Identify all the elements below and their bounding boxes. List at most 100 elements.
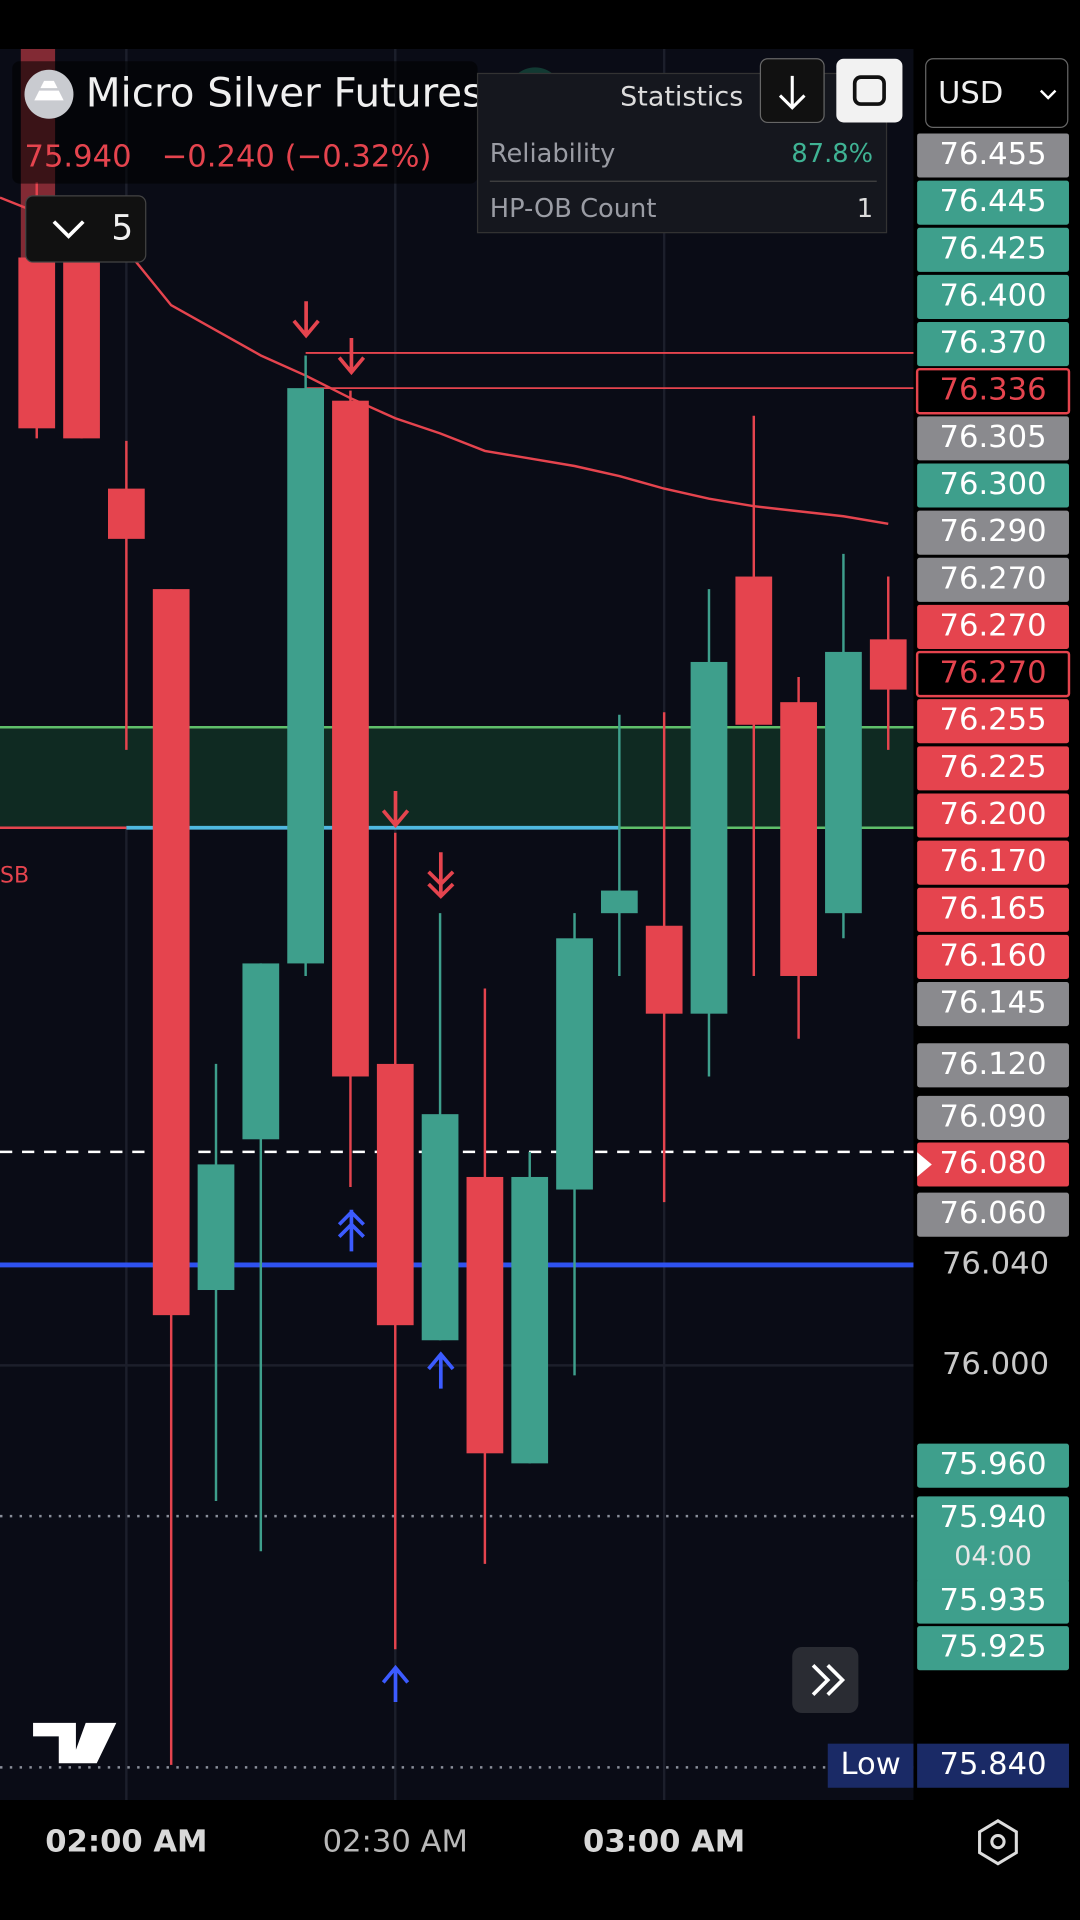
price-tag: 76.225: [940, 750, 1047, 785]
price-tag: 75.940: [940, 1500, 1047, 1535]
last-price: 75.940: [24, 139, 131, 174]
scroll-icon: [811, 1664, 846, 1696]
statistics-title[interactable]: Statistics: [620, 81, 743, 112]
price-tag: 76.445: [940, 184, 1047, 219]
candle-body: [556, 938, 593, 1190]
interval-count: 5: [111, 209, 133, 249]
sell-arrow: [292, 301, 320, 339]
candle-body: [690, 661, 728, 1014]
low-tag-bg: [917, 1743, 1069, 1788]
price-tag: 76.060: [940, 1196, 1047, 1231]
currency-select[interactable]: [925, 58, 1069, 128]
price-tag-bg: [917, 887, 1069, 932]
candle-body: [600, 890, 638, 914]
price-tag: 76.370: [940, 326, 1047, 361]
price-tag: 76.270: [940, 561, 1047, 596]
buy-arrow: [381, 1664, 410, 1703]
price-tag-bg: [917, 1142, 1069, 1187]
low-tag: 75.840: [940, 1747, 1047, 1782]
settings-icon: [990, 1833, 1006, 1850]
price-tag: 76.165: [940, 891, 1047, 926]
currency: USD: [938, 76, 1003, 111]
price-tag: 76.255: [940, 703, 1047, 738]
candle-body: [63, 249, 100, 439]
candle-body: [735, 576, 773, 725]
price-tag: 76.160: [940, 938, 1047, 973]
candle-body: [18, 257, 56, 429]
sell-arrow: [337, 337, 366, 376]
price-tag-bg: [917, 1496, 1069, 1583]
price-tag-time: 04:00: [954, 1541, 1032, 1572]
price-tag: 76.425: [940, 231, 1047, 266]
price-tags: 76.455 76.445 76.425 76.400 76.370 76.336 76.3…: [915, 133, 1071, 1671]
price-tag-bg: [917, 1443, 1069, 1488]
candle-body: [511, 1176, 549, 1464]
x-tick-label: 02:00 AM: [45, 1824, 207, 1859]
stat-label: Reliability: [490, 139, 616, 169]
price-tag-bg: [917, 510, 1069, 555]
fullscreen-icon: [852, 75, 886, 106]
chevron: [1039, 89, 1057, 100]
low-label: Low: [840, 1747, 900, 1782]
price-tag-bg: [917, 934, 1069, 979]
candle-body: [242, 963, 280, 1140]
candle-body: [466, 1176, 504, 1454]
fullscreen-button[interactable]: [836, 58, 903, 123]
price-tag-bg: [917, 1192, 1069, 1237]
interval-button[interactable]: [25, 195, 147, 263]
candle-body: [332, 400, 369, 1077]
candle-body: [825, 651, 862, 914]
price-tag: 76.290: [940, 514, 1047, 549]
zone: [0, 727, 914, 828]
candle-body: [197, 1164, 235, 1291]
current-price-marker: [917, 1152, 932, 1177]
price-tag-bg: [917, 463, 1069, 508]
price-tag: 76.305: [940, 420, 1047, 455]
time-bar: [0, 1800, 1080, 1920]
price-tag: 76.270: [940, 608, 1047, 643]
price-tag-bg: [917, 180, 1069, 225]
download-icon: [778, 75, 806, 110]
price-change: −0.240 (−0.32%): [162, 139, 432, 174]
price-tag: 76.080: [940, 1146, 1047, 1181]
stat-value: 87.8%: [791, 139, 873, 169]
signals: [292, 301, 455, 1703]
price-tag: 76.300: [940, 467, 1047, 502]
buy-arrow: [427, 1351, 455, 1389]
price-tag-bg: [915, 367, 1071, 415]
stat-value: 1: [857, 194, 873, 224]
price-tag: 76.120: [940, 1047, 1047, 1082]
x-tick-label: 03:00 AM: [583, 1824, 745, 1859]
price-tag-bg: [917, 416, 1069, 461]
price-tag-bg: [917, 699, 1069, 744]
moving-average: [0, 196, 889, 525]
price-tag-bg: [915, 650, 1071, 698]
symbol-name[interactable]: Micro Silver Futures: [86, 69, 484, 117]
price-tag: 76.145: [940, 986, 1047, 1021]
price-tag: 75.960: [940, 1447, 1047, 1482]
candle-body: [287, 388, 324, 964]
price-tag: 76.336: [940, 373, 1047, 408]
candle-body: [645, 925, 683, 1014]
buy-arrow: [337, 1209, 365, 1252]
price-tag-bg: [917, 1579, 1069, 1624]
settings-button[interactable]: [978, 1819, 1018, 1866]
price-tag: 75.935: [940, 1583, 1047, 1618]
header-bg: [12, 61, 478, 184]
x-tick-label: 02:30 AM: [323, 1824, 468, 1859]
symbol-icon-glyph: [34, 80, 64, 101]
price-tag: 76.200: [940, 797, 1047, 832]
sell-arrow: [427, 852, 455, 899]
price-tag-bg: [917, 133, 1069, 178]
y-tick-label: 76.040: [942, 1246, 1049, 1281]
price-tag-bg: [917, 1626, 1069, 1671]
price-tag: 75.925: [940, 1630, 1047, 1665]
price-tag-bg: [917, 227, 1069, 272]
price-tag-bg: [917, 982, 1069, 1027]
price-tag-bg: [917, 840, 1069, 885]
low-label-bg: [827, 1743, 914, 1788]
candle-body: [376, 1063, 414, 1326]
price-tag: 76.270: [940, 656, 1047, 691]
